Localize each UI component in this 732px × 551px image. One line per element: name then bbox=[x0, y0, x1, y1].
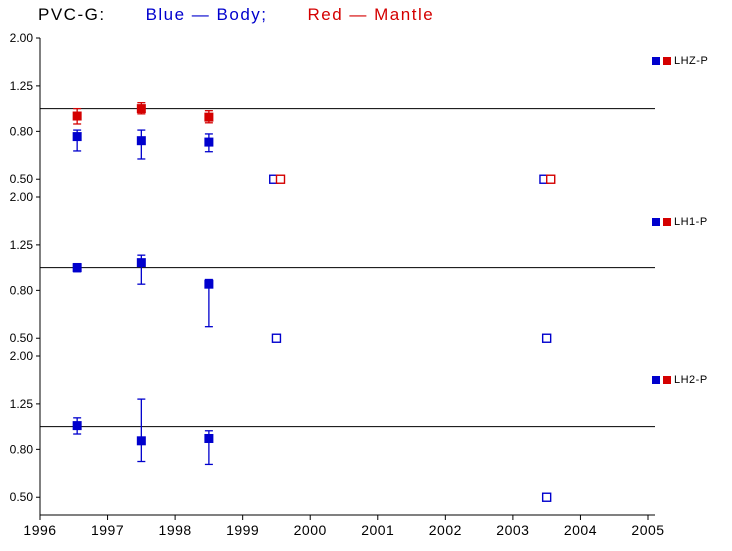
title-part-1: Blue — Body; bbox=[145, 5, 268, 24]
x-tick-label: 1997 bbox=[91, 522, 124, 538]
legend-label: LH2-P bbox=[674, 374, 708, 386]
data-point-mantle bbox=[136, 104, 146, 114]
legend-label: LHZ-P bbox=[674, 55, 709, 67]
data-point-body bbox=[136, 136, 146, 146]
y-tick-label: 1.25 bbox=[10, 397, 34, 411]
legend-lhz-p: LHZ-P bbox=[652, 55, 708, 67]
legend-label: LH1-P bbox=[674, 216, 708, 228]
x-tick-label: 2001 bbox=[361, 522, 394, 538]
data-point-body bbox=[72, 132, 82, 142]
x-tick-label: 1999 bbox=[226, 522, 259, 538]
open-data-point-body bbox=[541, 333, 552, 343]
open-data-point-body bbox=[271, 333, 282, 343]
y-tick-label: 0.50 bbox=[10, 490, 34, 504]
data-point-mantle bbox=[72, 111, 82, 121]
legend-lh2-p: LH2-P bbox=[652, 374, 708, 386]
open-data-point-mantle bbox=[275, 174, 286, 184]
y-tick-label: 0.80 bbox=[10, 283, 34, 297]
legend-swatch-mantle bbox=[663, 57, 671, 65]
panel-LHZ-P: 2.00 1.25 0.80 0.50 bbox=[10, 31, 655, 186]
x-tick-label: 2000 bbox=[294, 522, 327, 538]
legend-swatch-body bbox=[652, 218, 660, 226]
panel-LH2-P: 2.00 1.25 0.80 0.50 bbox=[10, 349, 655, 504]
open-data-point-mantle bbox=[546, 174, 556, 184]
chart-title: PVC-G: Blue — Body; Red — Mantle bbox=[38, 5, 474, 25]
x-tick-label: 1996 bbox=[23, 522, 56, 538]
x-tick-label: 1998 bbox=[159, 522, 192, 538]
data-point-body bbox=[204, 433, 214, 443]
x-tick-label: 2005 bbox=[631, 522, 664, 538]
y-tick-label: 1.25 bbox=[10, 79, 34, 93]
axes: 1996 1997 1998 1999 2000 2001 2002 2003 2004 2005 bbox=[23, 38, 664, 538]
data-point-body bbox=[72, 263, 82, 273]
open-data-point-body bbox=[541, 492, 552, 502]
title-part-2: Red — Mantle bbox=[307, 5, 435, 24]
y-tick-label: 2.00 bbox=[10, 31, 34, 45]
y-tick-label: 0.50 bbox=[10, 331, 34, 345]
x-tick-label: 2002 bbox=[429, 522, 462, 538]
legend-swatch-body bbox=[652, 57, 660, 65]
legend-lh1-p: LH1-P bbox=[652, 216, 708, 228]
title-part-0: PVC-G: bbox=[38, 5, 106, 24]
x-tick-label: 2003 bbox=[496, 522, 529, 538]
y-tick-label: 2.00 bbox=[10, 349, 34, 363]
data-point-body bbox=[204, 279, 214, 289]
x-tick-label: 2004 bbox=[564, 522, 597, 538]
legend-swatch-mantle bbox=[663, 376, 671, 384]
y-tick-label: 1.25 bbox=[10, 238, 34, 252]
data-point-body bbox=[136, 436, 146, 446]
y-tick-label: 0.80 bbox=[10, 442, 34, 456]
data-point-body bbox=[136, 258, 146, 268]
y-tick-label: 0.50 bbox=[10, 172, 34, 186]
data-point-body bbox=[72, 421, 82, 431]
y-tick-label: 0.80 bbox=[10, 124, 34, 138]
panel-LH1-P: 2.00 1.25 0.80 0.50 bbox=[10, 190, 655, 345]
data-point-mantle bbox=[204, 112, 214, 122]
legend-swatch-mantle bbox=[663, 218, 671, 226]
data-point-body bbox=[204, 137, 214, 147]
y-tick-label: 2.00 bbox=[10, 190, 34, 204]
legend-swatch-body bbox=[652, 376, 660, 384]
